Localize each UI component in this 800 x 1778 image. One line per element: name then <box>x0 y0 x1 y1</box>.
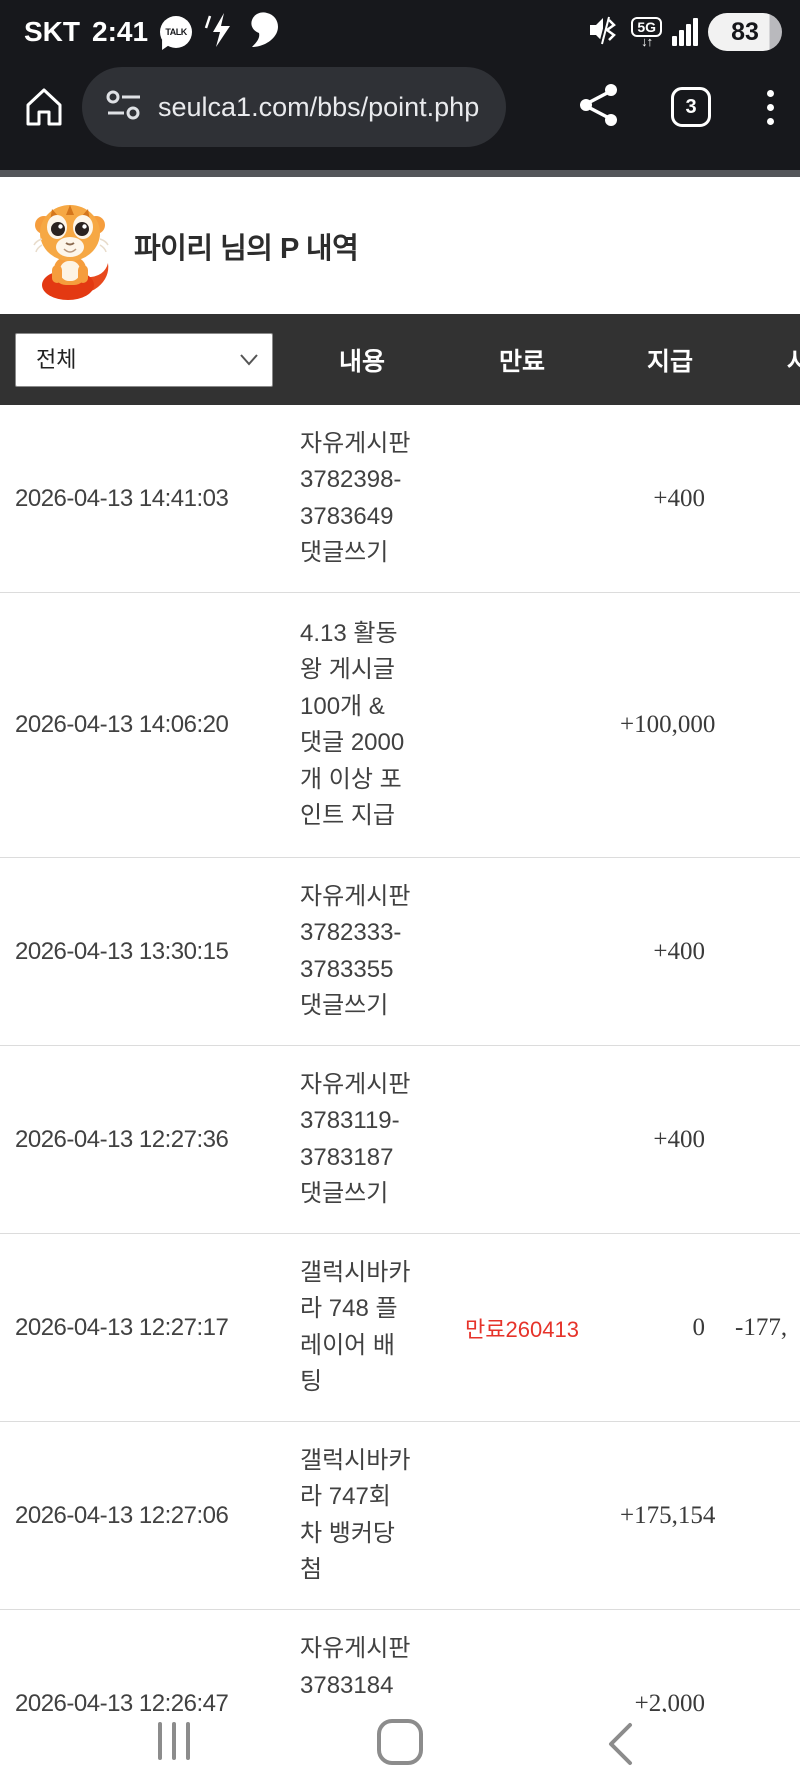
row-content: 자유게시판 3783184 <box>300 1635 411 1699</box>
row-date: 2026-04-13 12:27:06 <box>15 1501 229 1529</box>
row-expiry-badge: 만료260413 <box>465 1316 579 1342</box>
filter-select[interactable]: 전체 <box>15 332 273 387</box>
row-use: -177, <box>735 1313 788 1341</box>
network-5g-label: 5G <box>631 16 662 37</box>
row-content: 자유게시판 3782398- 3783649 댓글쓰기 <box>300 429 411 567</box>
address-bar[interactable]: seulca1.com/bbs/point.php <box>82 67 506 147</box>
tab-count: 3 <box>685 95 697 118</box>
battery-indicator: 83 <box>708 13 782 51</box>
tab-switcher-button[interactable]: 3 <box>671 87 711 127</box>
row-content: 자유게시판 3783119- 3783187 댓글쓰기 <box>300 1070 411 1208</box>
row-date: 2026-04-13 13:30:15 <box>15 937 229 965</box>
table-row: 2026-04-13 13:30:15 자유게시판 3782333- 37833… <box>0 858 800 1046</box>
browser-toolbar: seulca1.com/bbs/point.php 3 <box>0 58 800 170</box>
status-bar: SKT 2:41 TALK <box>0 0 800 58</box>
browser-chrome: SKT 2:41 TALK <box>0 0 800 170</box>
row-date: 2026-04-13 14:41:03 <box>15 484 229 512</box>
row-grant: +400 <box>653 937 705 965</box>
points-table-scroll-area[interactable]: 전체 내용 만료 지급 사용 2026-04-13 14:41:03 <box>0 314 800 1778</box>
row-content: 4.13 활동 왕 게시글 100개 & 댓글 2000 개 이상 포 인트 지… <box>300 619 405 830</box>
row-grant: +175,154 <box>620 1501 716 1529</box>
lightning-notification-icon <box>204 11 234 54</box>
header-grant: 지급 <box>646 347 693 376</box>
share-icon[interactable] <box>579 83 619 132</box>
row-content: 갤럭시바카 라 748 플 레이어 배 팅 <box>300 1258 411 1396</box>
table-header-row: 전체 내용 만료 지급 사용 <box>0 314 800 405</box>
row-content: 갤럭시바카 라 747회 차 뱅커당 첨 <box>300 1446 411 1584</box>
header-use: 사용 <box>786 347 800 376</box>
site-settings-icon[interactable] <box>106 88 142 127</box>
row-grant: 0 <box>692 1313 706 1341</box>
carrier-label: SKT <box>24 16 80 47</box>
row-grant: +400 <box>653 1125 705 1153</box>
filter-column: 전체 <box>0 332 300 387</box>
system-nav-bar <box>0 1712 800 1778</box>
table-row: 2026-04-13 12:27:17 갤럭시바카 라 748 플 레이어 배 … <box>0 1234 800 1422</box>
status-right: 5G ↓↑ 83 <box>587 13 782 52</box>
recents-icon[interactable] <box>158 1722 190 1760</box>
toolbar-actions: 3 <box>579 83 778 132</box>
comma-notification-icon <box>246 11 280 53</box>
status-left: SKT 2:41 TALK <box>24 11 280 54</box>
table-row: 2026-04-13 14:06:20 4.13 활동 왕 게시글 100개 &… <box>0 593 800 858</box>
header-expiry: 만료 <box>498 347 545 376</box>
home-icon[interactable] <box>22 85 66 129</box>
row-grant: +100,000 <box>620 711 716 738</box>
table-row: 2026-04-13 12:27:36 자유게시판 3783119- 37831… <box>0 1046 800 1234</box>
status-time: 2:41 <box>92 16 149 47</box>
back-icon[interactable] <box>606 1721 634 1772</box>
header-content: 내용 <box>338 347 385 376</box>
battery-percent: 83 <box>731 17 759 46</box>
kakaotalk-notification-icon: TALK <box>160 16 193 48</box>
chrome-divider <box>0 170 800 177</box>
row-content: 자유게시판 3782333- 3783355 댓글쓰기 <box>300 882 411 1020</box>
tiger-mascot-avatar <box>30 199 112 301</box>
points-table: 전체 내용 만료 지급 사용 2026-04-13 14:41:03 <box>0 314 800 1778</box>
kakaotalk-badge-text: TALK <box>165 27 187 37</box>
mute-vibrate-icon <box>587 13 621 52</box>
nav-home-icon[interactable] <box>377 1719 423 1765</box>
page-header: 파이리 님의 P 내역 <box>0 177 800 314</box>
network-5g-icon: 5G ↓↑ <box>631 16 662 49</box>
row-grant: +400 <box>653 484 705 512</box>
row-date: 2026-04-13 12:27:17 <box>15 1313 229 1341</box>
network-arrows: ↓↑ <box>641 33 653 49</box>
url-text[interactable]: seulca1.com/bbs/point.php <box>158 91 480 122</box>
table-row: 2026-04-13 12:27:06 갤럭시바카 라 747회 차 뱅커당 첨… <box>0 1422 800 1610</box>
table-row: 2026-04-13 14:41:03 자유게시판 3782398- 37836… <box>0 405 800 593</box>
signal-strength-icon <box>672 18 698 46</box>
row-date: 2026-04-13 14:06:20 <box>15 711 229 738</box>
page-title: 파이리 님의 P 내역 <box>134 232 359 265</box>
browser-menu-icon[interactable] <box>763 86 778 129</box>
row-date: 2026-04-13 12:27:36 <box>15 1125 229 1153</box>
